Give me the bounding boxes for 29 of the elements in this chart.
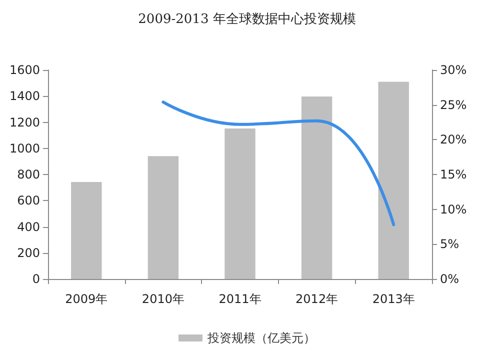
y-tick-label: 1000: [9, 141, 40, 156]
y2-tick-label: 25%: [440, 98, 467, 112]
y-tick-label: 200: [17, 246, 40, 260]
y2-tick-label: 5%: [440, 237, 460, 252]
x-tick-label: 2013年: [372, 292, 415, 306]
y-tick-label: 1600: [9, 63, 40, 77]
bar: [301, 96, 332, 279]
y-tick-label: 0: [32, 272, 40, 286]
x-tick-label: 2009年: [65, 292, 108, 306]
y-tick-label: 600: [17, 194, 40, 208]
y-tick-label: 400: [17, 220, 40, 234]
y2-tick-label: 15%: [440, 168, 467, 182]
y-tick-label: 1400: [9, 89, 40, 104]
chart-title: 2009-2013 年全球数据中心投资规模: [138, 11, 356, 27]
bar: [148, 156, 179, 279]
y2-tick-label: 30%: [440, 63, 467, 77]
bar: [71, 182, 102, 279]
y2-tick-label: 10%: [440, 202, 467, 216]
x-tick-label: 2012年: [296, 292, 338, 306]
x-tick-label: 2011年: [218, 292, 262, 306]
y2-tick-label: 0%: [440, 272, 460, 286]
y-tick-label: 800: [17, 168, 40, 182]
bar: [224, 128, 256, 279]
x-tick-label: 2010年: [142, 292, 184, 306]
line-series: [162, 100, 396, 226]
y2-tick-label: 20%: [440, 132, 467, 147]
bar: [378, 82, 409, 279]
legend-label: 投资规模（亿美元）: [206, 331, 316, 345]
y-tick-label: 1200: [9, 115, 40, 130]
